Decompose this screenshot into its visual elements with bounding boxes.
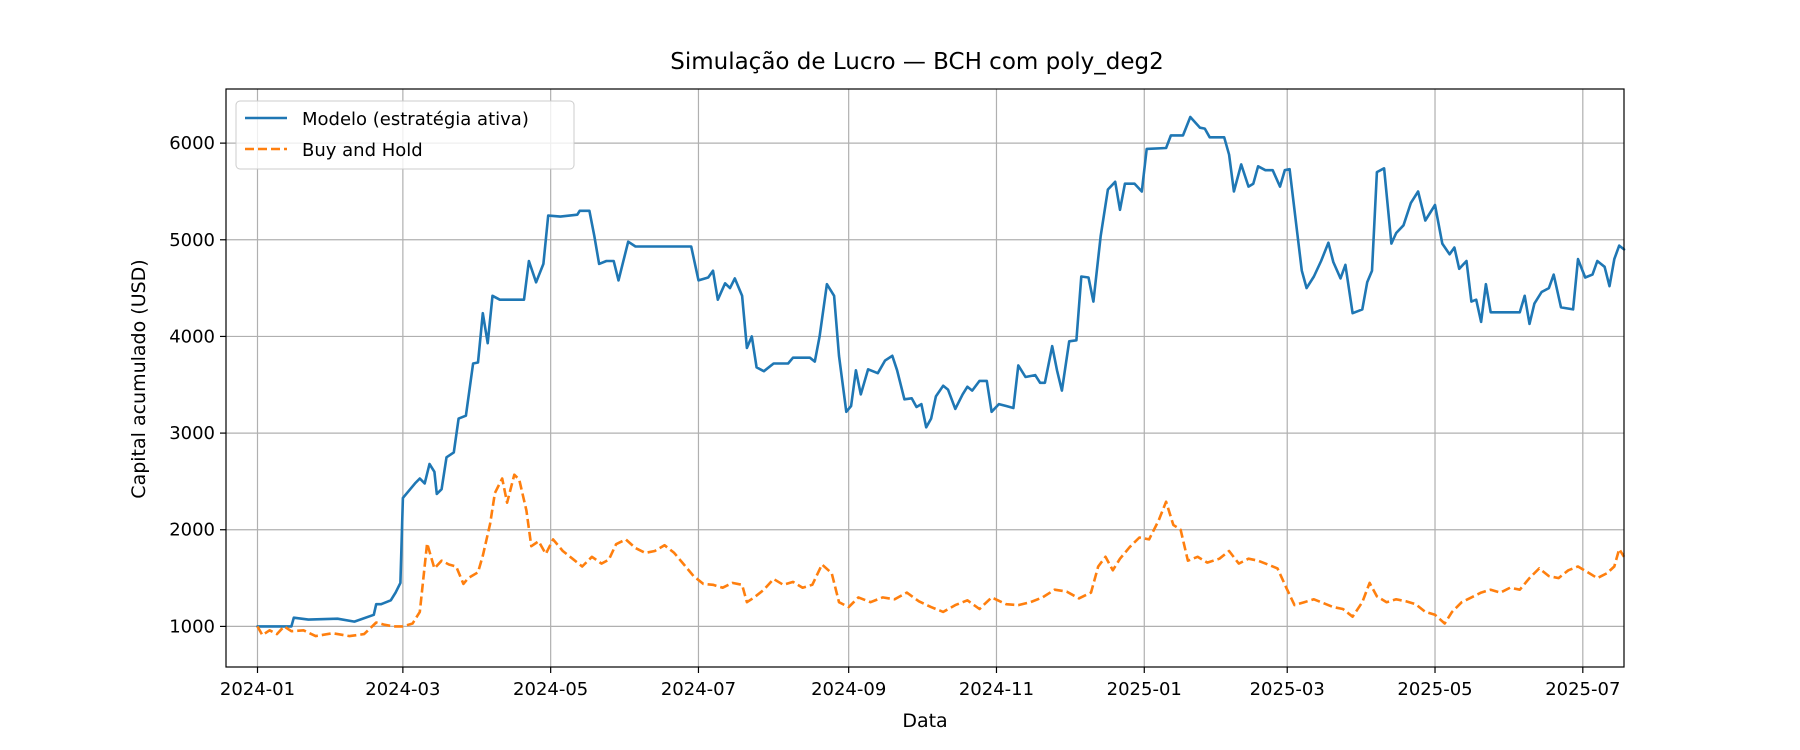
x-tick-label: 2025-01	[1107, 679, 1182, 700]
x-tick-label: 2024-07	[661, 679, 736, 700]
y-tick-label: 3000	[169, 423, 215, 444]
x-axis-title: Data	[902, 710, 947, 732]
y-tick-label: 5000	[169, 230, 215, 251]
x-tick-label: 2024-01	[220, 679, 295, 700]
x-tick-label: 2025-05	[1397, 679, 1472, 700]
y-axis-title: Capital acumulado (USD)	[128, 259, 150, 498]
y-tick-label: 1000	[169, 616, 215, 637]
chart-title: Simulação de Lucro — BCH com poly_deg2	[670, 49, 1164, 75]
x-tick-label: 2024-03	[365, 679, 440, 700]
y-tick-label: 4000	[169, 326, 215, 347]
x-tick-label: 2025-03	[1250, 679, 1325, 700]
y-tick-label: 6000	[169, 133, 215, 154]
x-tick-label: 2024-11	[959, 679, 1034, 700]
x-tick-label: 2024-05	[513, 679, 588, 700]
legend-label-model: Modelo (estratégia ativa)	[302, 109, 529, 130]
legend: Modelo (estratégia ativa) Buy and Hold	[235, 100, 575, 170]
plot-frame	[225, 88, 1625, 668]
x-tick-label: 2025-07	[1545, 679, 1620, 700]
series-line-buy-and-hold	[256, 473, 1626, 638]
series	[256, 115, 1626, 638]
y-tick-label: 2000	[169, 520, 215, 541]
legend-label-buy-and-hold: Buy and Hold	[302, 140, 423, 161]
series-line-model	[256, 115, 1626, 628]
x-tick-label: 2024-09	[811, 679, 886, 700]
ticks: 2024-01 2024-03 2024-05 2024-07 2024-09 2024-…	[169, 133, 1620, 700]
legend-box	[235, 100, 575, 170]
